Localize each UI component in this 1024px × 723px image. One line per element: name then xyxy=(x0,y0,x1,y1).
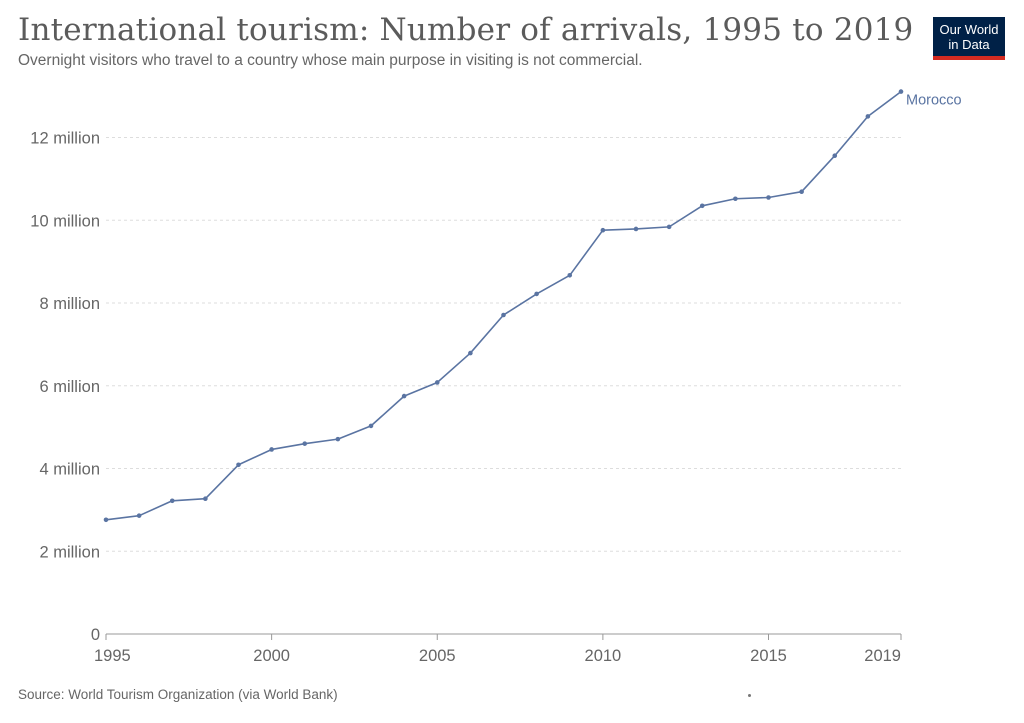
chart-subtitle: Overnight visitors who travel to a count… xyxy=(18,52,643,69)
y-tick-label: 12 million xyxy=(30,130,100,148)
x-tick-label: 2019 xyxy=(864,647,901,665)
data-point[interactable] xyxy=(169,498,175,504)
y-tick-label: 8 million xyxy=(39,295,100,313)
logo-line-2: in Data xyxy=(948,37,990,52)
x-tick-label: 2000 xyxy=(253,647,290,665)
data-point[interactable] xyxy=(534,291,539,297)
y-tick-label: 6 million xyxy=(39,378,100,396)
data-point[interactable] xyxy=(401,393,407,399)
x-tick-label: 1995 xyxy=(94,647,131,665)
data-point[interactable] xyxy=(633,226,639,232)
data-point[interactable] xyxy=(335,436,341,442)
y-tick-label: 2 million xyxy=(39,543,100,561)
chart-title: International tourism: Number of arrival… xyxy=(18,12,914,48)
data-point[interactable] xyxy=(501,312,506,318)
y-tick-label: 4 million xyxy=(39,461,100,479)
x-tick-label: 2005 xyxy=(419,647,456,665)
data-point[interactable] xyxy=(434,380,440,385)
data-point[interactable] xyxy=(302,441,308,446)
data-point[interactable] xyxy=(766,195,771,200)
footer-dot xyxy=(748,694,751,697)
data-point[interactable] xyxy=(236,462,241,468)
our-world-in-data-logo[interactable]: Our World in Data xyxy=(933,17,1005,60)
data-point[interactable] xyxy=(699,203,705,209)
data-point[interactable] xyxy=(666,224,672,230)
data-point[interactable] xyxy=(468,350,473,356)
data-point[interactable] xyxy=(203,496,208,502)
series-label[interactable]: Morocco xyxy=(906,93,962,109)
data-point[interactable] xyxy=(799,189,804,195)
data-point[interactable] xyxy=(865,114,871,119)
data-point[interactable] xyxy=(733,196,738,202)
data-point[interactable] xyxy=(269,447,274,452)
y-tick-label: 10 million xyxy=(30,212,100,230)
data-point[interactable] xyxy=(103,517,109,523)
source-note[interactable]: Source: World Tourism Organization (via … xyxy=(18,687,338,702)
logo-line-1: Our World xyxy=(939,22,999,37)
x-tick-label: 2015 xyxy=(750,647,787,665)
data-point[interactable] xyxy=(600,227,606,233)
y-tick-label: 0 xyxy=(91,626,100,644)
data-point[interactable] xyxy=(368,423,374,429)
data-point[interactable] xyxy=(898,89,904,94)
series-line-morocco[interactable] xyxy=(105,90,902,521)
x-tick-label: 2010 xyxy=(585,647,622,665)
data-point[interactable] xyxy=(832,153,838,159)
data-point[interactable] xyxy=(567,272,573,278)
data-point[interactable] xyxy=(136,513,142,518)
